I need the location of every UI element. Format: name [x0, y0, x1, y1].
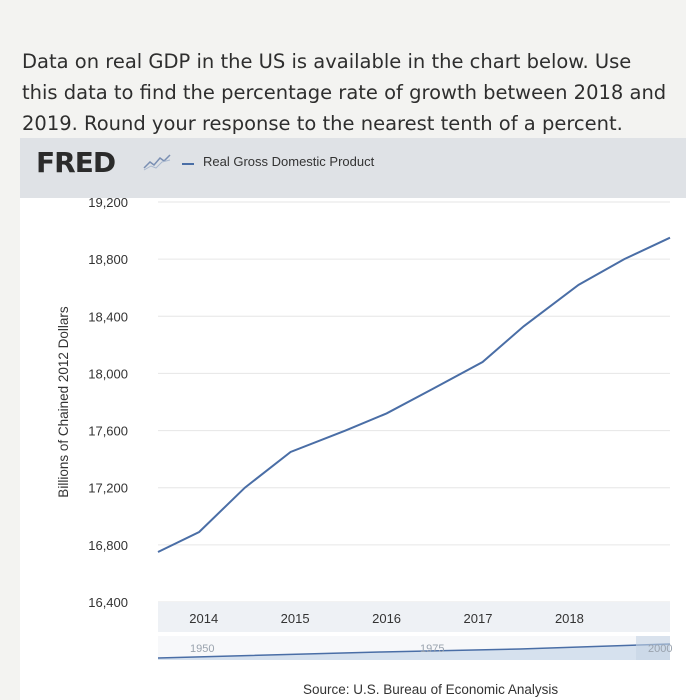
- x-axis-band: [158, 602, 670, 632]
- navigator-label: 1975: [420, 643, 444, 655]
- navigator-label: 1950: [190, 643, 214, 655]
- y-tick-label: 17,600: [88, 424, 128, 439]
- fred-graph-icon: [143, 154, 171, 171]
- legend-label: Real Gross Domestic Product: [203, 154, 375, 169]
- legend-swatch: [182, 163, 194, 165]
- y-tick-label: 18,000: [88, 366, 128, 381]
- source-note: Source: U.S. Bureau of Economic Analysis: [303, 682, 559, 697]
- navigator-selection: [636, 636, 670, 660]
- fred-logo: FRED: [36, 146, 116, 179]
- x-tick-label: 2014: [189, 611, 218, 626]
- navigator-line: [157, 643, 671, 659]
- line-chart: 19,200 18,800 18,400 18,000 17,600 17,200 16,8…: [56, 195, 672, 660]
- fred-chart: FRED Real Gross Domestic Product 19,200 1…: [20, 138, 686, 700]
- x-tick-label: 2018: [555, 611, 584, 626]
- y-tick-label: 16,400: [88, 595, 128, 610]
- x-tick-label: 2016: [372, 611, 401, 626]
- y-tick-label: 16,800: [88, 538, 128, 553]
- chart-header: FRED Real Gross Domestic Product: [20, 138, 686, 198]
- navigator-label: 2000: [648, 643, 672, 655]
- x-tick-label: 2017: [464, 611, 493, 626]
- x-tick-label: 2015: [281, 611, 310, 626]
- question-text: Data on real GDP in the US is available …: [22, 50, 667, 135]
- y-axis-title: Billions of Chained 2012 Dollars: [56, 306, 71, 498]
- y-tick-label: 18,400: [88, 309, 128, 324]
- y-tick-label: 18,800: [88, 252, 128, 267]
- gdp-series-line: [157, 236, 671, 553]
- y-tick-label: 19,200: [88, 195, 128, 210]
- y-tick-label: 17,200: [88, 481, 128, 496]
